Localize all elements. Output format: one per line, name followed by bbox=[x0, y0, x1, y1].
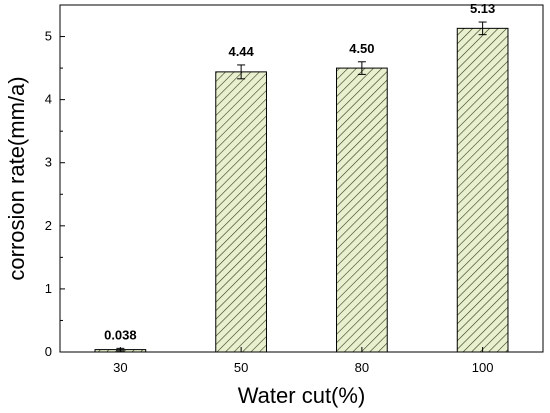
y-axis-title: corrosion rate(mm/a) bbox=[4, 76, 29, 280]
error-bar-80 bbox=[357, 61, 366, 75]
data-label-50: 4.44 bbox=[228, 44, 254, 59]
plot-frame bbox=[59, 4, 544, 353]
error-bar-50 bbox=[237, 64, 246, 80]
y-tick-label: 4 bbox=[45, 92, 52, 107]
x-axis-title: Water cut(%) bbox=[238, 383, 366, 408]
error-bars-layer bbox=[116, 21, 487, 352]
data-label-30: 0.038 bbox=[104, 327, 137, 342]
bar-50 bbox=[215, 71, 267, 353]
y-axis: 0 1 2 3 4 5 bbox=[45, 4, 65, 359]
x-tick-label: 100 bbox=[472, 360, 494, 375]
y-tick-label: 2 bbox=[45, 218, 52, 233]
data-labels-layer: 0.038 4.44 4.50 5.13 bbox=[104, 1, 495, 342]
bar-100 bbox=[456, 27, 509, 353]
bars-layer bbox=[94, 27, 509, 353]
bar-80 bbox=[336, 67, 388, 353]
x-tick-label: 80 bbox=[355, 360, 369, 375]
y-tick-label: 5 bbox=[45, 29, 52, 44]
error-bar-100 bbox=[478, 21, 487, 36]
x-tick-label: 30 bbox=[113, 360, 127, 375]
data-label-100: 5.13 bbox=[470, 1, 495, 16]
x-axis: 30 50 80 100 bbox=[113, 347, 493, 375]
data-label-80: 4.50 bbox=[349, 41, 374, 56]
x-tick-label: 50 bbox=[234, 360, 248, 375]
y-tick-label: 1 bbox=[45, 281, 52, 296]
y-tick-label: 3 bbox=[45, 155, 52, 170]
y-tick-label: 0 bbox=[45, 344, 52, 359]
